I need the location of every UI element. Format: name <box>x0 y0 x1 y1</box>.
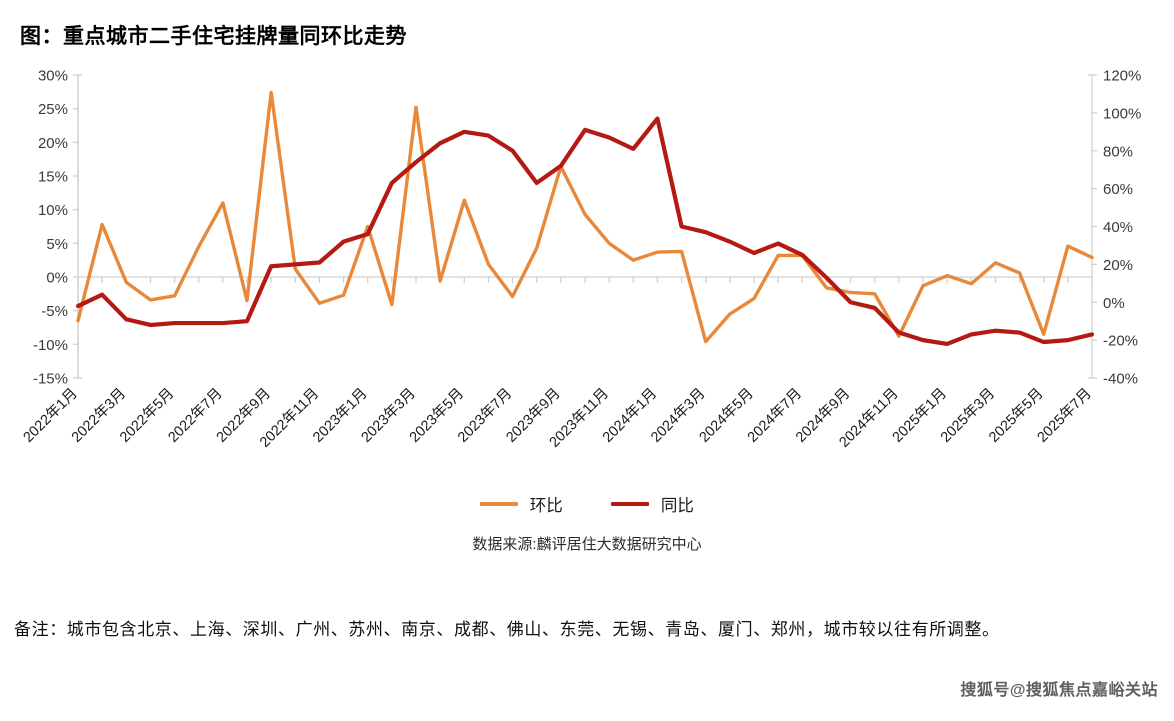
y-axis-left-tick-label: -15% <box>33 371 68 388</box>
y-axis-right-tick-label: 20% <box>1103 257 1133 274</box>
y-axis-left-tick-label: 30% <box>38 68 68 85</box>
series-line-huanbi <box>76 90 1094 344</box>
chart-source: 数据来源:麟评居住大数据研究中心 <box>472 536 702 553</box>
chart-note: 备注：城市包含北京、上海、深圳、广州、苏州、南京、成都、佛山、东莞、无锡、青岛、… <box>14 620 1000 639</box>
y-axis-right-tick-label: -20% <box>1103 333 1138 350</box>
page-title: 图：重点城市二手住宅挂牌量同环比走势 <box>20 25 407 48</box>
legend-swatch-huanbi <box>480 502 519 506</box>
y-axis-right-tick-label: -40% <box>1103 371 1138 388</box>
legend-swatch-tongbi <box>611 502 650 506</box>
y-axis-right-tick-label: 60% <box>1103 181 1133 198</box>
legend-item-huanbi[interactable]: 环比 <box>480 492 563 516</box>
y-axis-right-tick-label: 80% <box>1103 143 1133 160</box>
chart-legend: 环比 同比 <box>0 492 1174 516</box>
y-axis-left-tick-label: 5% <box>46 236 68 253</box>
y-axis-right-tick-label: 40% <box>1103 219 1133 236</box>
y-axis-left-tick-label: 10% <box>38 202 68 219</box>
legend-label-huanbi: 环比 <box>529 497 563 515</box>
y-axis-left-tick-label: -5% <box>41 303 68 320</box>
y-axis-left-tick-label: 20% <box>38 135 68 152</box>
y-axis-left-tick-label: 0% <box>46 270 68 287</box>
line-chart-svg: -15% -10% -5% 0% 5% 10% 15% 20% 25% 30% -40% -20% 0%… <box>20 68 1142 451</box>
watermark: 搜狐号@搜狐焦点嘉峪关站 <box>960 682 1158 699</box>
y-axis-left-tick-label: -10% <box>33 337 68 354</box>
chart-canvas: -15% -10% -5% 0% 5% 10% 15% 20% 25% 30% -40% -20% 0%… <box>0 55 1174 495</box>
y-axis-right-tick-label: 120% <box>1103 68 1141 85</box>
y-axis-right-tick-label: 100% <box>1103 105 1141 122</box>
legend-item-tongbi[interactable]: 同比 <box>611 492 694 516</box>
y-axis-right-tick-label: 0% <box>1103 295 1125 312</box>
y-axis-left-tick-label: 15% <box>38 169 68 186</box>
y-axis-left-tick-label: 25% <box>38 101 68 118</box>
series-line-tongbi <box>75 116 1095 347</box>
legend-label-tongbi: 同比 <box>660 497 694 515</box>
